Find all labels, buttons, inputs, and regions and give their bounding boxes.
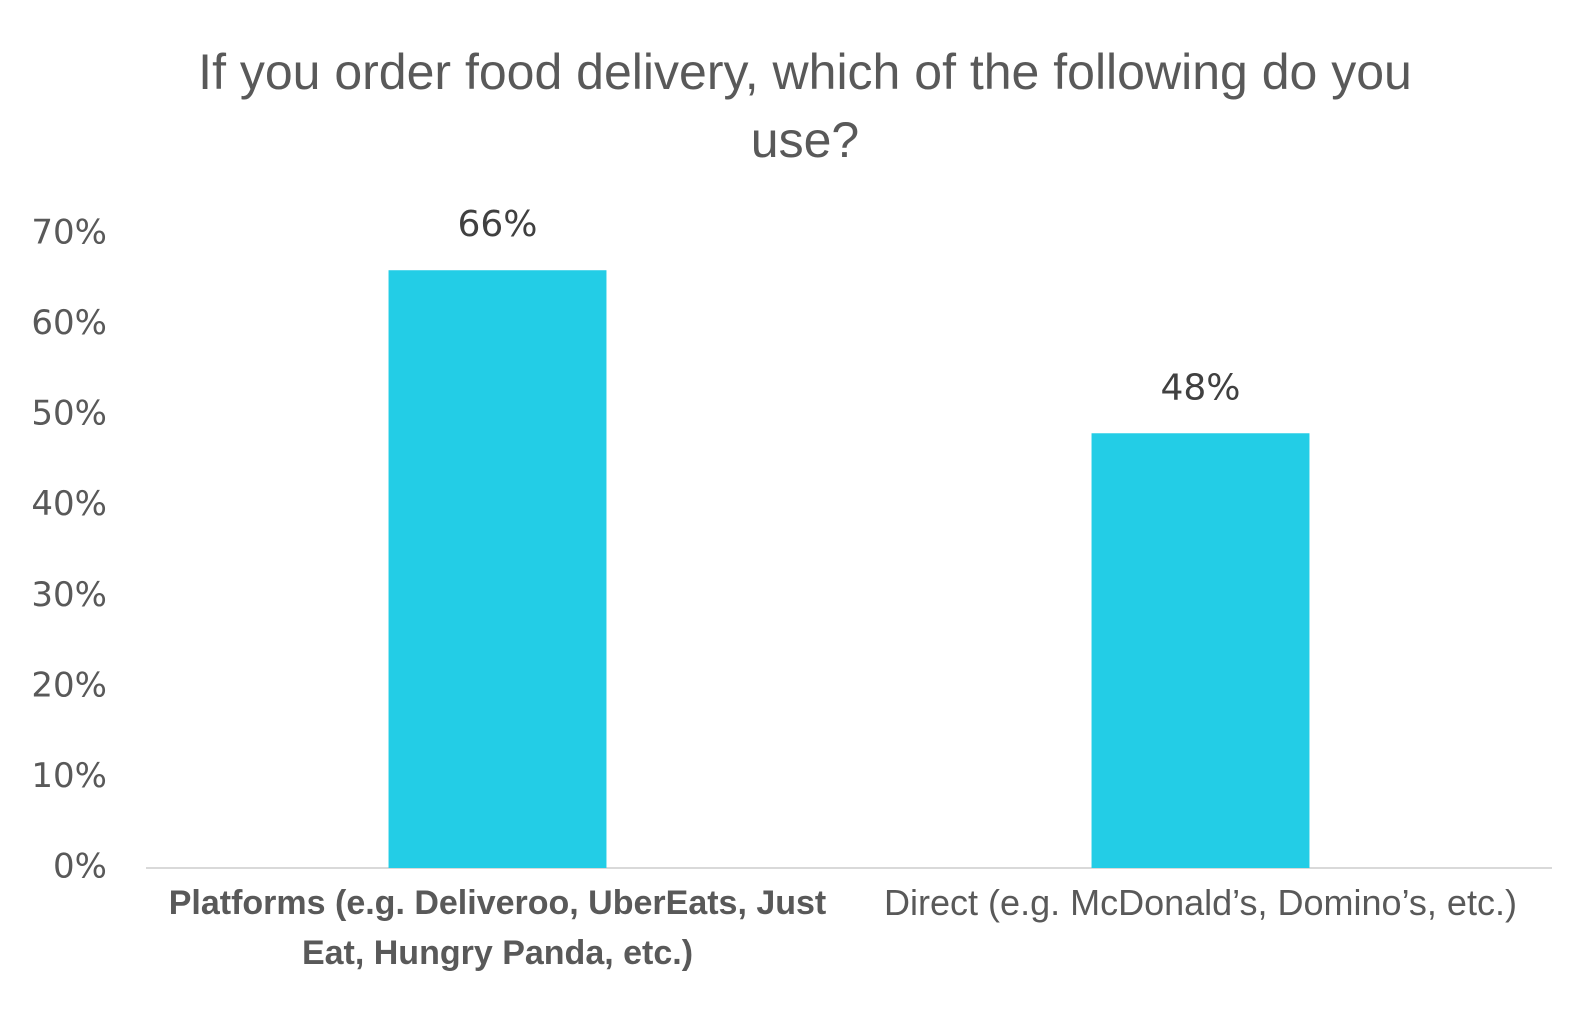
y-tick-label: 10% bbox=[31, 756, 107, 796]
y-tick-label: 20% bbox=[31, 665, 107, 705]
data-label: 48% bbox=[1160, 367, 1240, 408]
bar bbox=[1091, 433, 1310, 868]
y-tick-label: 60% bbox=[31, 303, 107, 343]
bar bbox=[388, 270, 607, 868]
data-label: 66% bbox=[457, 204, 537, 245]
y-tick-label: 40% bbox=[31, 484, 107, 524]
x-tick-label: Platforms (e.g. Deliveroo, UberEats, Jus… bbox=[168, 884, 827, 972]
y-tick-label: 50% bbox=[31, 394, 107, 434]
y-tick-label: 30% bbox=[31, 575, 107, 615]
y-tick-label: 70% bbox=[31, 213, 107, 253]
y-tick-label: 0% bbox=[53, 847, 107, 887]
chart-title: If you order food delivery, which of the… bbox=[198, 44, 1412, 168]
x-tick-label: Direct (e.g. McDonald’s, Domino’s, etc.) bbox=[884, 882, 1517, 923]
